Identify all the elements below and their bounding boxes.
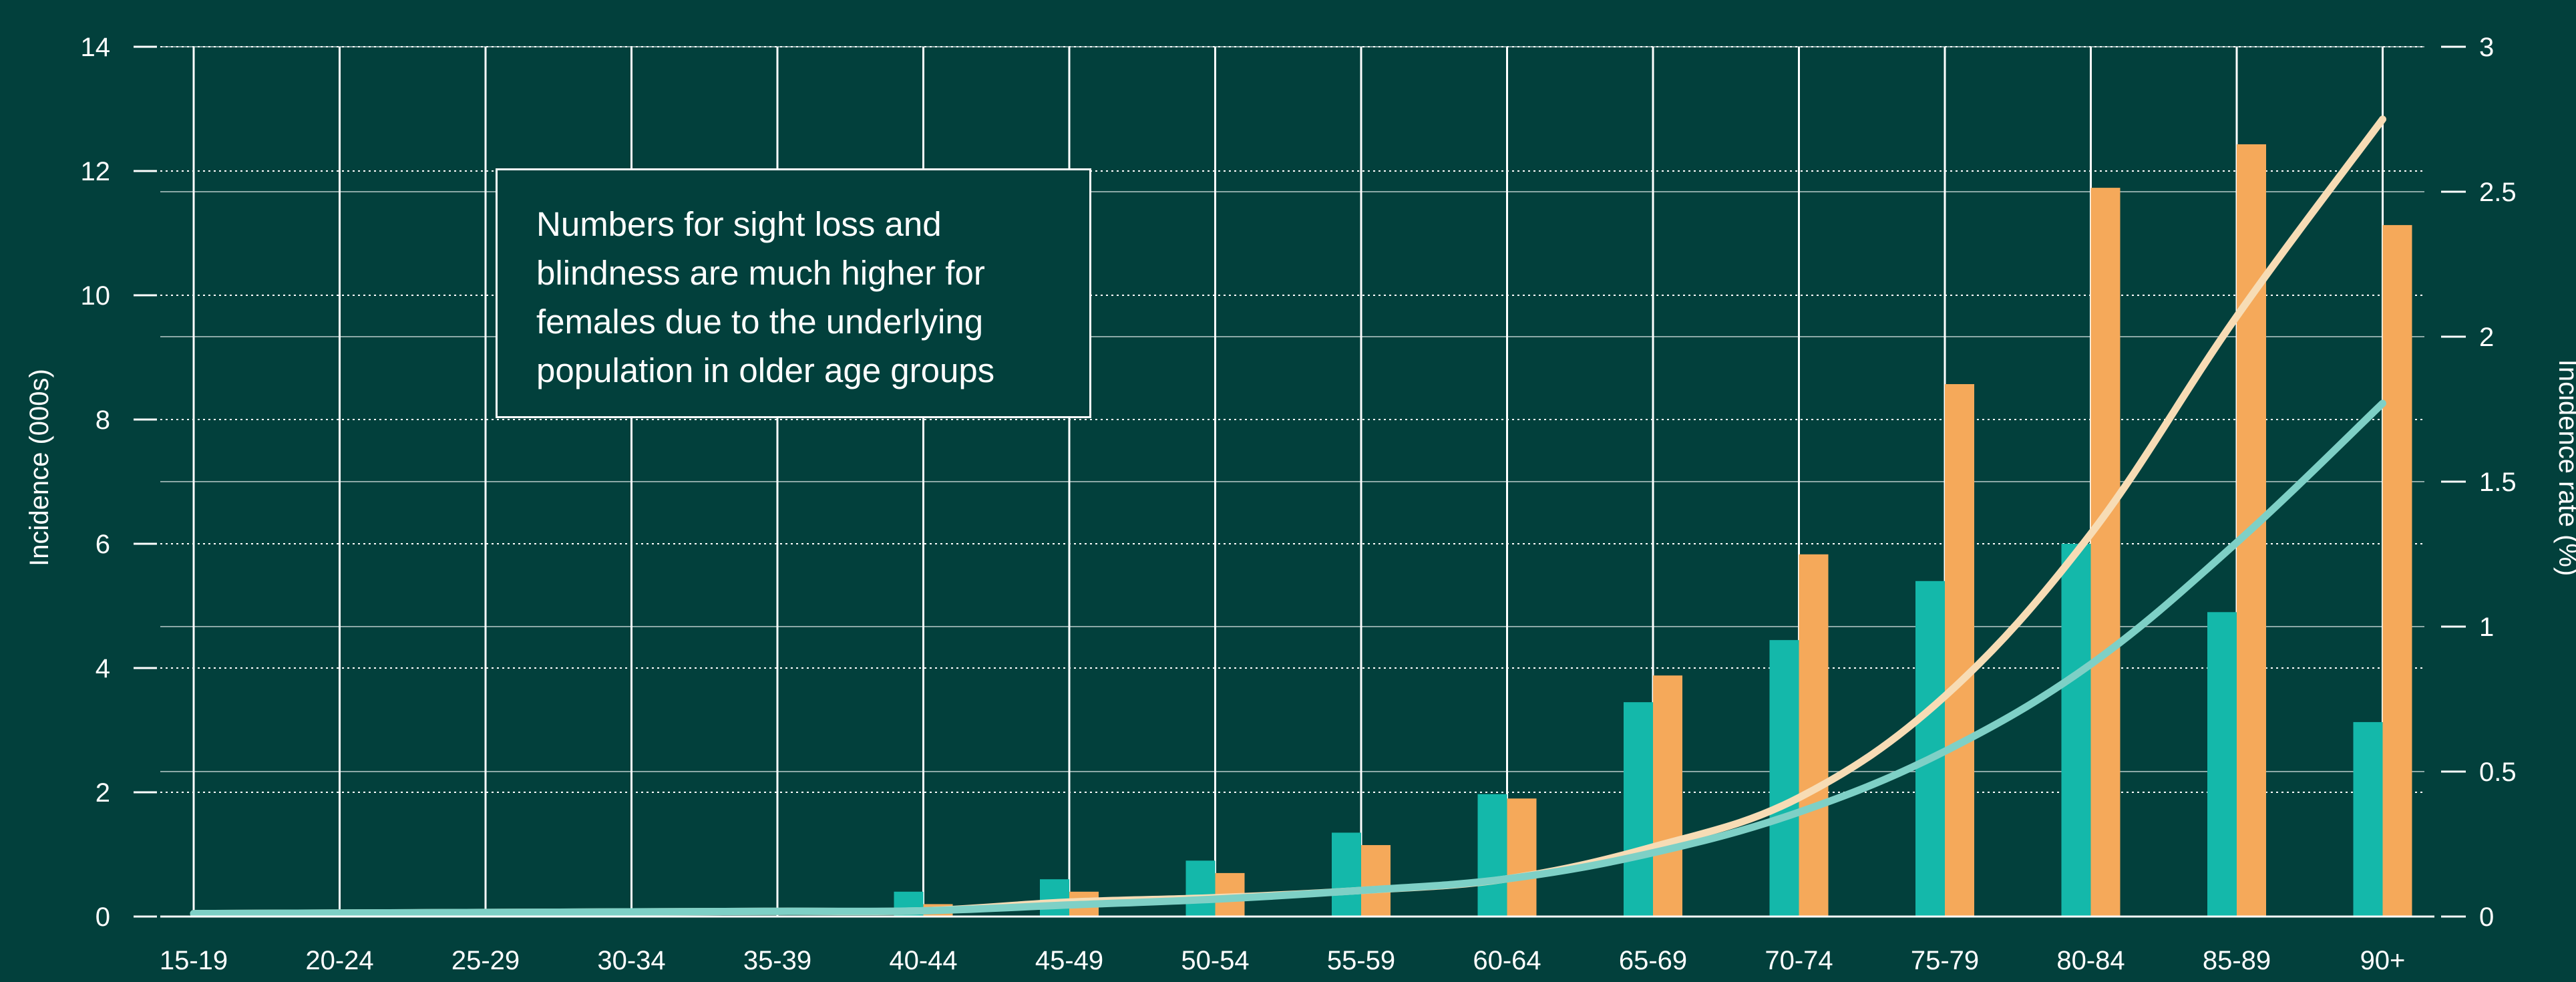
y2-axis-title: Incidence rate (%)	[2553, 359, 2576, 577]
x-tick-label: 35-39	[743, 946, 811, 975]
bar-series-1	[1040, 879, 1069, 917]
x-tick-label: 50-54	[1181, 946, 1249, 975]
y-tick-label: 14	[81, 33, 111, 62]
bar-series-1	[2207, 612, 2237, 917]
y-tick-label: 6	[96, 530, 110, 559]
x-tick-label: 85-89	[2203, 946, 2271, 975]
bar-series-1	[1769, 640, 1799, 917]
y-tick-label: 0	[96, 903, 110, 932]
x-tick-label: 25-29	[451, 946, 520, 975]
x-tick-label: 15-19	[160, 946, 228, 975]
bar-series-1	[2353, 721, 2383, 917]
y2-tick-label: 0	[2479, 903, 2494, 932]
x-tick-label: 45-49	[1035, 946, 1103, 975]
bar-series-1	[1477, 794, 1507, 917]
y-tick-label: 12	[81, 157, 111, 186]
bar-series-2	[1507, 798, 1537, 917]
y2-tick-label: 2	[2479, 323, 2494, 352]
x-tick-label: 70-74	[1765, 946, 1833, 975]
bar-series-2	[1653, 675, 1682, 917]
x-tick-label: 30-34	[597, 946, 665, 975]
x-tick-label: 55-59	[1327, 946, 1395, 975]
bar-series-2	[1945, 383, 1974, 917]
y-axis-title: Incidence (000s)	[25, 369, 54, 566]
y-tick-label: 4	[96, 654, 110, 683]
bar-series-1	[1915, 581, 1945, 917]
y2-tick-label: 0.5	[2479, 758, 2517, 787]
annotation-text: Numbers for sight loss and blindness are…	[536, 205, 995, 389]
bar-series-1	[2061, 544, 2091, 917]
x-tick-label: 90+	[2360, 946, 2406, 975]
annotation-box: Numbers for sight loss and blindness are…	[496, 168, 1091, 418]
line-series-2	[190, 399, 2386, 918]
bar-series-1	[1624, 702, 1653, 917]
y2-tick-label: 1.5	[2479, 468, 2517, 497]
bar-series-1	[1332, 832, 1361, 917]
bar-series-2	[2090, 188, 2121, 917]
line-layer	[190, 116, 2386, 918]
y-tick-label: 2	[96, 778, 110, 808]
bar-series-2	[2382, 224, 2412, 917]
bar-series-2	[1799, 554, 1829, 917]
x-tick-label: 75-79	[1911, 946, 1979, 975]
y2-tick-label: 2.5	[2479, 178, 2517, 207]
x-tick-label: 80-84	[2056, 946, 2125, 975]
y-tick-label: 8	[96, 405, 110, 435]
x-tick-label: 40-44	[889, 946, 957, 975]
axis-layer: 0 2 4 6 8 10 12 14 0 0.5 1 1.5 2 2.5 3 15-19 20-24 25-29 3…	[81, 33, 2517, 975]
x-tick-label: 20-24	[305, 946, 373, 975]
x-tick-label: 60-64	[1473, 946, 1541, 975]
bar-series-2	[1361, 845, 1391, 917]
x-tick-label: 65-69	[1619, 946, 1687, 975]
bar-series-1	[1185, 860, 1216, 917]
y-tick-label: 10	[81, 281, 111, 311]
bar-layer	[894, 144, 2412, 917]
y2-tick-label: 1	[2479, 613, 2494, 642]
y2-tick-label: 3	[2479, 33, 2494, 62]
